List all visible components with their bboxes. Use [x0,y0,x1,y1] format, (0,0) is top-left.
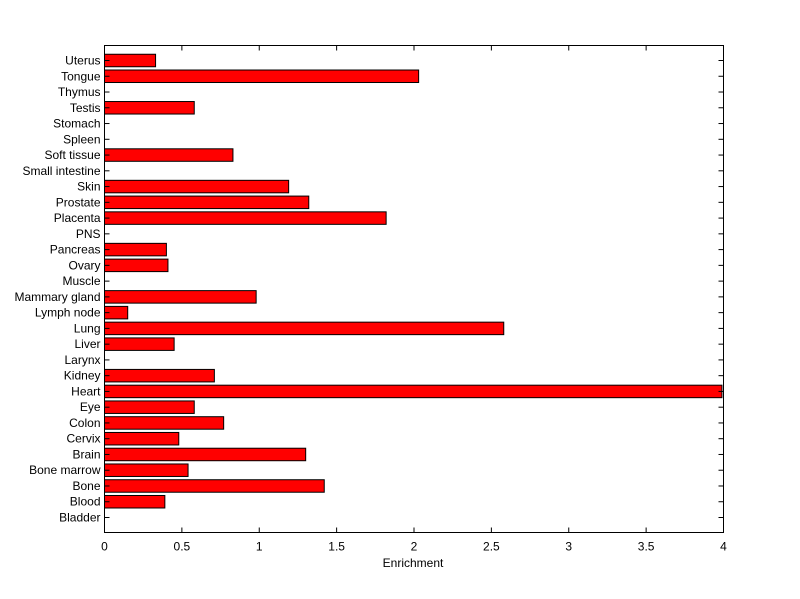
x-tick-label: 3.5 [638,540,655,554]
x-tick-label: 1.5 [328,540,345,554]
y-tick-label: Skin [77,180,100,194]
bar-mammary-gland [104,290,257,304]
y-tick-label: Bladder [59,511,100,525]
y-tick-label: Ovary [68,258,100,272]
bar-testis [104,101,195,115]
x-tick-label: 2 [411,540,418,554]
y-tick-label: Bone [72,479,100,493]
bar-uterus [104,53,157,68]
y-tick-label: Colon [69,416,100,430]
y-tick-label: Thymus [58,85,101,99]
x-axis: 0 0.5 1 1.5 2 2.5 3 3.5 4 [101,45,727,554]
x-tick-label: 1 [256,540,263,554]
bar-kidney [104,368,215,383]
x-tick-label: 0 [101,540,108,554]
y-tick-label: Kidney [64,369,101,383]
bar-heart [104,384,723,399]
y-tick-label: Cervix [66,432,100,446]
y-tick-label: Larynx [64,353,100,367]
y-tick-label: Mammary gland [14,290,100,304]
bar-soft-tissue [104,148,234,162]
y-tick-label: Small intestine [22,164,100,178]
bar-cervix [104,431,180,446]
bar-tongue [104,69,420,84]
bar-skin [104,179,290,194]
bar-liver [104,337,175,351]
y-tick-label: Eye [80,400,101,414]
y-tick-label: Blood [70,495,101,509]
y-tick-label: Bone marrow [29,463,101,477]
y-tick-label: Spleen [63,132,100,146]
y-tick-label: PNS [76,227,101,241]
x-axis-label: Enrichment [383,556,444,570]
y-tick-label: Heart [71,384,101,398]
bar-lung [104,321,505,336]
bar-pancreas [104,242,167,257]
y-tick-label: Tongue [61,69,101,83]
y-tick-label: Pancreas [50,243,101,257]
y-tick-label: Uterus [65,54,100,68]
bar-bone-marrow [104,463,189,477]
x-tick-label: 4 [720,540,727,554]
y-tick-label: Muscle [62,274,100,288]
bar-eye [104,400,195,414]
bar-colon [104,416,225,430]
bar-placenta [104,211,387,225]
bar-bone [104,479,325,493]
y-tick-label: Stomach [53,117,100,131]
y-tick-label: Liver [74,337,100,351]
bar-ovary [104,258,169,273]
y-tick-label: Soft tissue [44,148,100,162]
x-tick-label: 0.5 [174,540,191,554]
x-tick-label: 2.5 [483,540,500,554]
y-tick-label: Testis [70,101,101,115]
x-tick-label: 3 [565,540,572,554]
bar-blood [104,494,166,509]
bar-prostate [104,195,310,210]
bars-group [104,53,723,509]
y-tick-label: Lymph node [35,306,101,320]
y-tick-label: Lung [74,321,101,335]
y-tick-label: Brain [72,447,100,461]
y-tick-label: Placenta [54,211,101,225]
bar-brain [104,447,307,462]
y-tick-label: Prostate [56,195,101,209]
